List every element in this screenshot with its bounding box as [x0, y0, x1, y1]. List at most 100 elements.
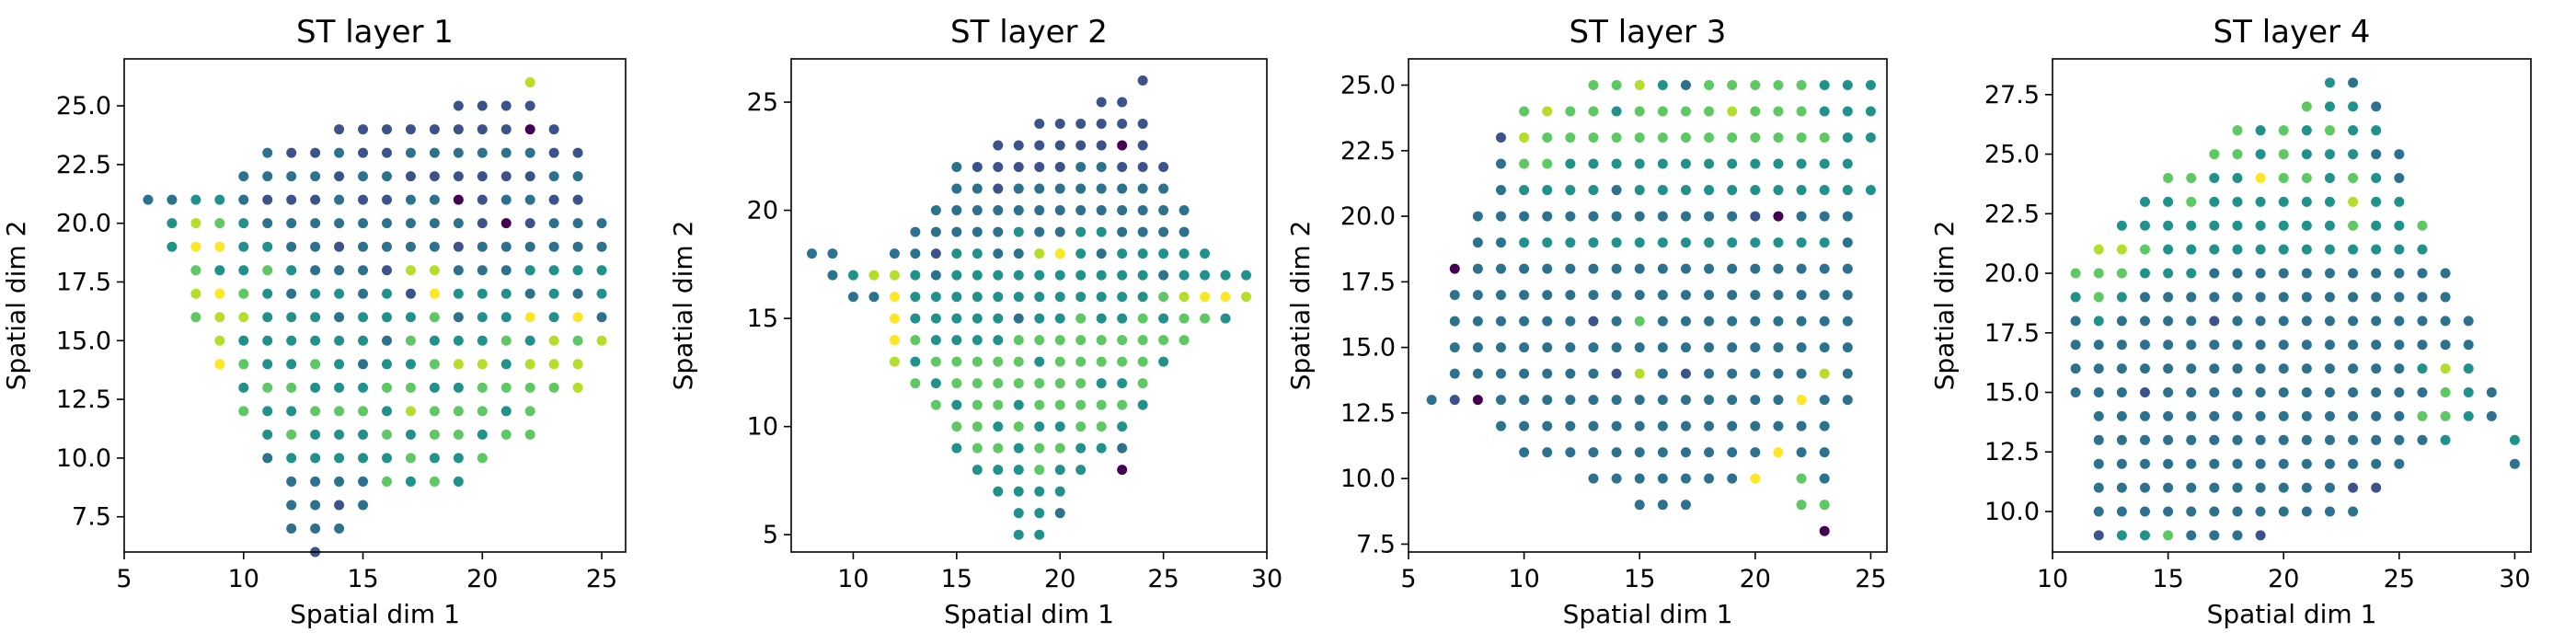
scatter-point [2394, 196, 2405, 207]
scatter-point [524, 218, 535, 229]
scatter-point [1611, 80, 1622, 91]
scatter-point [2232, 220, 2243, 231]
scatter-points [1426, 80, 1876, 536]
scatter-point [477, 241, 488, 252]
scatter-point [1796, 106, 1807, 117]
scatter-point [1117, 465, 1128, 476]
scatter-point [1704, 237, 1715, 248]
scatter-point [2278, 196, 2289, 207]
scatter-point [1796, 368, 1807, 379]
scatter-point [1054, 162, 1065, 173]
scatter-point [1727, 132, 1738, 144]
scatter-point [1054, 248, 1065, 259]
scatter-point [1773, 132, 1784, 144]
scatter-point [2186, 410, 2197, 421]
scatter-point [993, 205, 1004, 216]
scatter-point [310, 476, 321, 487]
scatter-point [1137, 356, 1148, 367]
scatter-point [2278, 339, 2289, 351]
scatter-point [1096, 378, 1107, 389]
scatter-point [2324, 458, 2335, 469]
scatter-point [868, 292, 880, 303]
scatter-point [1200, 270, 1211, 281]
scatter-point [1137, 119, 1148, 130]
scatter-point [1542, 395, 1553, 406]
scatter-point [2116, 339, 2127, 351]
scatter-point [1075, 443, 1087, 454]
scatter-point [2348, 339, 2359, 351]
scatter-point [1634, 316, 1645, 327]
scatter-point [477, 359, 488, 370]
scatter-point [358, 335, 369, 346]
scatter-point [334, 335, 345, 346]
scatter-point [1588, 158, 1599, 169]
scatter-point [2371, 292, 2382, 303]
scatter-point [1727, 342, 1738, 353]
scatter-point [1034, 399, 1045, 410]
scatter-point [847, 292, 858, 303]
scatter-point [1750, 211, 1761, 222]
scatter-point [453, 335, 464, 346]
scatter-point [1704, 106, 1715, 117]
scatter-point [1727, 368, 1738, 379]
scatter-point [477, 124, 488, 135]
scatter-point [1472, 263, 1483, 274]
scatter-point [2348, 434, 2359, 445]
y-tick-label: 25.0 [1984, 141, 2040, 169]
scatter-point [262, 359, 273, 370]
scatter-point [910, 313, 921, 324]
scatter-point [1137, 335, 1148, 346]
scatter-point [1842, 211, 1853, 222]
scatter-point [1013, 443, 1024, 454]
scatter-point [1495, 237, 1506, 248]
scatter-point [1034, 335, 1045, 346]
scatter-point [238, 382, 249, 393]
scatter-point [2070, 316, 2081, 327]
scatter-point [2070, 363, 2081, 374]
scatter-point [951, 399, 962, 410]
scatter-point [2255, 292, 2266, 303]
scatter-point [1096, 119, 1107, 130]
scatter-point [2324, 434, 2335, 445]
scatter-point [381, 312, 392, 323]
scatter-point [868, 270, 880, 281]
scatter-point [2070, 339, 2081, 351]
scatter-point [2255, 268, 2266, 279]
scatter-point [1773, 80, 1784, 91]
scatter-point [1704, 395, 1715, 406]
scatter-point [993, 183, 1004, 194]
scatter-point [2163, 316, 2174, 327]
scatter-point [2417, 268, 2428, 279]
scatter-point [2324, 220, 2335, 231]
scatter-point [1495, 158, 1506, 169]
scatter-point [1750, 447, 1761, 458]
scatter-point [238, 335, 249, 346]
scatter-point [429, 335, 440, 346]
scatter-point [2186, 292, 2197, 303]
scatter-point [1200, 248, 1211, 259]
scatter-point [429, 147, 440, 158]
scatter-point [1704, 132, 1715, 144]
scatter-point [524, 382, 535, 393]
scatter-point [524, 77, 535, 88]
scatter-point [2348, 77, 2359, 88]
scatter-point [429, 476, 440, 487]
scatter-point [2324, 506, 2335, 517]
scatter-point [1750, 316, 1761, 327]
scatter-point [286, 453, 297, 464]
scatter-point [524, 429, 535, 440]
scatter-point [453, 194, 464, 205]
scatter-point [453, 124, 464, 135]
scatter-point [1075, 205, 1087, 216]
scatter-point [1634, 132, 1645, 144]
scatter-point [1704, 473, 1715, 484]
scatter-point [2255, 530, 2266, 541]
scatter-point [2139, 458, 2150, 469]
scatter-point [1704, 158, 1715, 169]
scatter-point [286, 523, 297, 534]
scatter-point [972, 270, 983, 281]
scatter-point [262, 265, 273, 276]
scatter-point [1796, 395, 1807, 406]
scatter-point [500, 312, 512, 323]
scatter-point [1773, 106, 1784, 117]
